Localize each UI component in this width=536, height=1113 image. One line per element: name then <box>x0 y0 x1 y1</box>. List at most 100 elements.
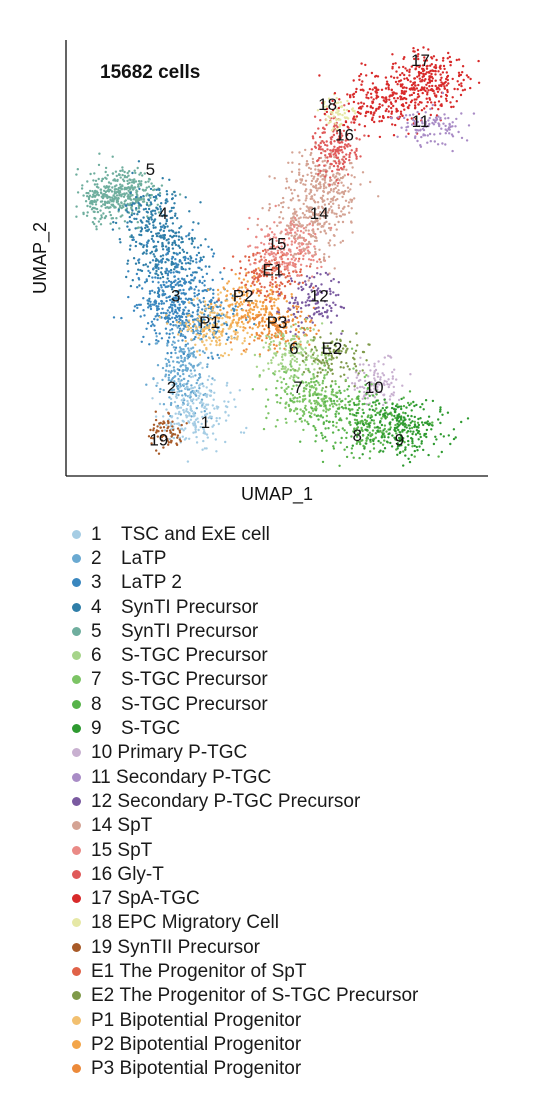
cell-point <box>391 371 394 374</box>
cell-point <box>214 438 217 441</box>
cell-point <box>172 296 175 299</box>
cell-point <box>238 389 241 392</box>
cell-point <box>422 46 425 49</box>
cell-point <box>312 230 315 233</box>
cell-point <box>329 178 332 182</box>
cell-point <box>395 70 398 73</box>
cell-point <box>383 439 386 442</box>
cell-point <box>211 432 215 435</box>
cell-point <box>252 308 255 311</box>
cell-point <box>84 200 88 203</box>
cell-point <box>269 298 272 301</box>
cell-point <box>157 290 160 294</box>
cell-point <box>390 414 394 417</box>
cell-point <box>289 188 293 191</box>
cell-point <box>127 174 130 177</box>
cell-point <box>205 386 208 389</box>
cell-point <box>185 312 188 315</box>
cell-point <box>316 362 320 366</box>
cell-point <box>177 295 181 298</box>
cell-point <box>234 333 237 336</box>
cell-point <box>202 296 205 300</box>
cell-point <box>321 434 324 437</box>
cell-point <box>308 385 312 388</box>
cell-point <box>229 324 232 327</box>
cell-point <box>265 388 268 391</box>
cell-point <box>337 428 340 432</box>
cell-point <box>260 285 263 288</box>
cell-point <box>106 189 109 193</box>
cell-point <box>180 423 183 427</box>
cell-point <box>209 394 212 397</box>
cell-point <box>250 292 253 296</box>
cell-point <box>130 235 133 239</box>
cell-point <box>130 186 133 189</box>
cell-point <box>417 103 420 106</box>
cell-point <box>197 397 200 400</box>
cell-point <box>194 285 198 288</box>
cell-point <box>187 420 190 423</box>
cell-point <box>321 131 324 135</box>
cell-point <box>297 335 300 338</box>
cell-point <box>305 194 308 198</box>
cell-point <box>182 288 185 292</box>
cell-point <box>201 426 205 429</box>
cell-point <box>133 217 136 220</box>
cell-point <box>267 335 271 338</box>
cell-point <box>140 180 143 183</box>
cell-point <box>287 206 290 209</box>
cell-point <box>294 315 297 319</box>
cell-point <box>159 387 162 391</box>
cell-point <box>242 329 245 332</box>
cell-point <box>193 246 196 249</box>
cell-point <box>321 173 325 177</box>
cell-point <box>182 309 186 312</box>
cell-point <box>366 91 370 94</box>
cell-point <box>180 315 183 318</box>
cell-point <box>300 248 303 251</box>
cell-point <box>460 112 463 115</box>
cell-point <box>390 381 393 385</box>
cell-point <box>210 355 214 358</box>
cell-point <box>134 240 138 244</box>
cell-point <box>192 402 195 405</box>
cell-point <box>241 315 244 319</box>
cell-point <box>205 339 208 342</box>
cell-point <box>302 227 306 230</box>
cell-point <box>256 223 259 227</box>
cell-point <box>329 292 332 296</box>
cell-point <box>185 235 188 238</box>
cell-point <box>142 309 145 312</box>
cell-point <box>99 209 102 212</box>
cell-point <box>181 300 185 303</box>
cell-point <box>321 358 325 362</box>
cell-point <box>142 335 145 339</box>
cell-point <box>340 332 343 335</box>
cell-point <box>336 164 339 168</box>
cell-point <box>169 397 173 401</box>
cell-point <box>232 312 235 316</box>
cell-point <box>169 323 172 326</box>
cell-point <box>104 166 108 170</box>
cell-point <box>312 336 316 339</box>
cell-point <box>293 369 296 372</box>
cell-point <box>365 93 368 97</box>
cell-point <box>173 268 176 271</box>
cell-point <box>122 205 125 209</box>
cell-point <box>316 272 319 275</box>
cell-point <box>317 329 320 332</box>
cell-point <box>333 155 336 159</box>
cell-point <box>91 221 95 224</box>
cell-point <box>311 394 315 397</box>
cell-point <box>428 85 431 88</box>
cell-point <box>145 201 149 205</box>
cell-point <box>355 115 359 118</box>
cell-point <box>189 262 192 265</box>
cell-point <box>166 437 169 441</box>
cell-point <box>240 320 244 324</box>
cell-point <box>176 306 179 310</box>
cell-point <box>167 270 171 273</box>
cell-point <box>206 393 209 396</box>
cell-point <box>293 400 296 404</box>
cell-point <box>221 312 224 315</box>
